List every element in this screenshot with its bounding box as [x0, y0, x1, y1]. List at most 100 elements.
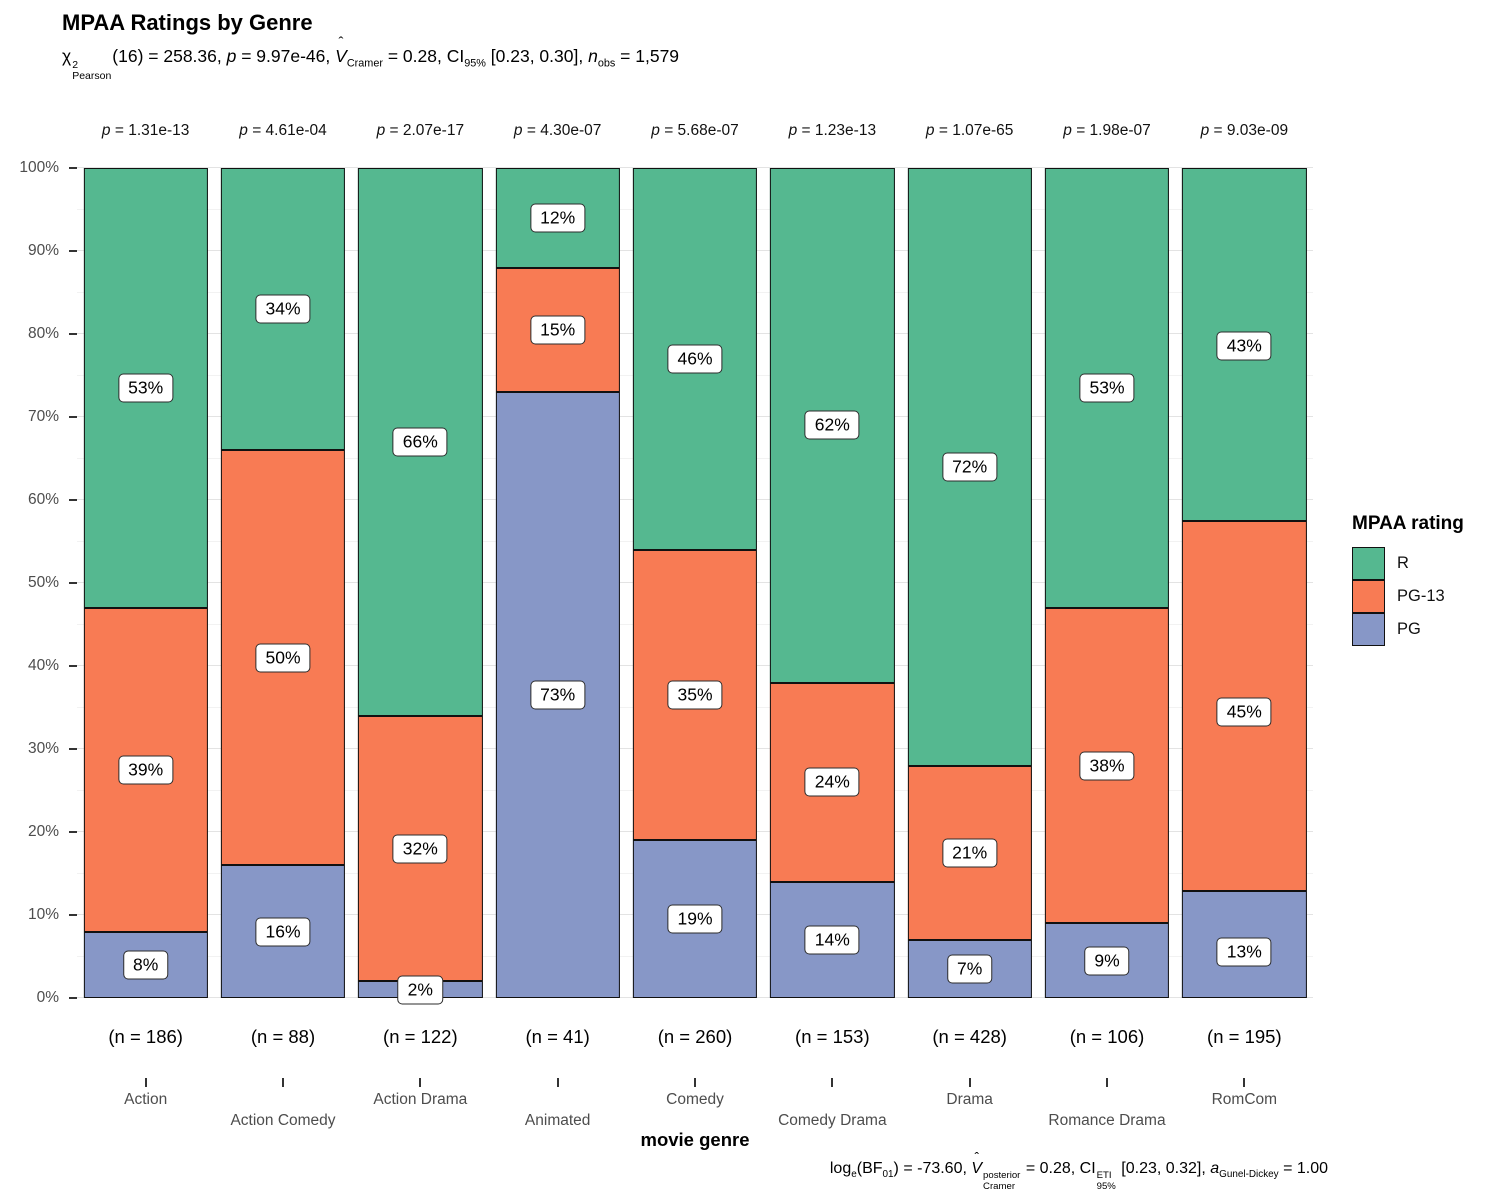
bar-segment-label: 35% [667, 680, 723, 710]
stat-subscript: 95% [1096, 1180, 1116, 1192]
stat-text: p [788, 122, 798, 139]
bar-stack [1044, 168, 1170, 998]
legend-key-r: R [1352, 547, 1464, 580]
legend-keys: R PG-13 PG [1352, 547, 1464, 646]
y-tick-mark [69, 250, 77, 252]
legend-key-label: PG [1397, 620, 1421, 638]
stat-text: p [239, 122, 248, 139]
stat-text: p [376, 122, 386, 139]
x-category-label: Romance Drama [1048, 1112, 1166, 1129]
bar-segment-label: 43% [1216, 331, 1272, 361]
x-tick-mark [1106, 1078, 1108, 1087]
legend-key-pg: PG [1352, 613, 1464, 646]
stat-subscript: Cramer [983, 1180, 1016, 1192]
y-tick-label: 70% [27, 408, 59, 425]
bar-segment-label: 14% [804, 925, 860, 955]
plot-panel: 53% 39% 8% 34% 50% 16% 66% 32% 2% 12% 15% 73% 46% 35%… [77, 167, 1313, 1005]
stat-subscript: Pearson [72, 70, 112, 83]
bar-segment-label: 15% [530, 315, 586, 345]
x-category-label: Comedy Drama [778, 1112, 887, 1129]
bar-romcom: 43% 45% 13% [1182, 168, 1307, 998]
p-value-label: p = 5.68e-07 [651, 122, 739, 139]
p-value-label: p = 4.30e-07 [513, 122, 602, 139]
bar-segment-label: 50% [255, 643, 311, 673]
stat-text: p [1063, 122, 1072, 139]
x-category-label: Action [124, 1091, 168, 1108]
stat-stack: posterior Cramer [983, 1171, 1020, 1192]
bar-stack [495, 168, 620, 998]
x-tick-mark [556, 1078, 559, 1087]
p-value-label: p = 1.31e-13 [101, 122, 190, 139]
stat-text: = 0.28, CI [1021, 1160, 1096, 1177]
bar-segment-label: 8% [123, 950, 169, 980]
p-value-label: p = 4.61e-04 [239, 122, 327, 139]
x-axis-ticks [77, 1078, 1313, 1087]
y-tick-mark [69, 665, 77, 667]
bar-stack [220, 168, 346, 998]
x-tick-mark [968, 1078, 971, 1087]
n-obs-label: (n = 428) [932, 1026, 1007, 1047]
y-tick-label: 100% [19, 159, 59, 176]
bar-stack [1182, 168, 1307, 998]
stat-subscript: 95% [464, 57, 486, 70]
bar-segment-label: 9% [1084, 946, 1130, 976]
p-value-label: p = 1.23e-13 [788, 122, 877, 139]
x-axis-category-labels: Action Action Comedy Action Drama Animated C… [77, 1091, 1313, 1137]
hat-accent-icon: ˆ [974, 1150, 979, 1166]
p-value-label: p = 9.03e-09 [1200, 122, 1289, 139]
y-tick-mark [69, 997, 77, 999]
y-tick-label: 90% [27, 242, 59, 259]
y-tick-mark [69, 748, 77, 750]
bar-segment-label: 32% [392, 834, 448, 864]
chart-title: MPAA Ratings by Genre [62, 10, 313, 35]
n-obs-label: (n = 195) [1207, 1026, 1282, 1047]
n-obs-label: (n = 106) [1069, 1026, 1145, 1047]
stat-subscript: Cramer [346, 57, 383, 70]
bar-comedy-drama: 62% 24% 14% [770, 168, 895, 998]
stat-text: a [1210, 1160, 1220, 1177]
stat-text: = 9.97e-46, [236, 46, 336, 66]
bar-segment-label: 2% [397, 975, 443, 1005]
legend-swatch-icon [1352, 547, 1385, 580]
bar-segment-label: 34% [255, 294, 311, 324]
n-obs-label: (n = 186) [108, 1026, 183, 1047]
legend-title: MPAA rating [1352, 513, 1464, 534]
bar-segment-label: 46% [667, 344, 723, 374]
bar-segment-label: 19% [667, 904, 723, 934]
bar-segment-label: 73% [530, 680, 586, 710]
y-tick-mark [69, 914, 77, 916]
stat-stack: ETI 95% [1097, 1171, 1116, 1192]
bar-segment-r [907, 168, 1032, 766]
stat-text: p [925, 122, 935, 139]
legend-swatch-icon [1352, 613, 1385, 646]
stat-superscript: 2 [72, 58, 79, 71]
x-category-label: Action Drama [373, 1091, 468, 1108]
legend-key-label: R [1397, 554, 1409, 572]
bar-segment-label: 45% [1216, 697, 1272, 727]
bar-comedy: 46% 35% 19% [632, 168, 758, 998]
legend: MPAA rating R PG-13 PG [1352, 513, 1464, 646]
legend-key-pg-13: PG-13 [1352, 580, 1464, 613]
y-tick-mark [69, 333, 77, 335]
x-category-label: Comedy [666, 1091, 724, 1108]
x-tick-mark [419, 1078, 422, 1087]
y-tick-label: 60% [27, 491, 59, 508]
stat-text: p [101, 122, 111, 139]
y-axis: 0% 10% 20% 30% 40% 50% 60% 70% 80% 90% 100% [0, 159, 77, 1006]
p-value-label: p = 2.07e-17 [376, 122, 465, 139]
bar-segment-label: 62% [804, 410, 860, 440]
bar-segment-label: 16% [255, 917, 311, 947]
bar-segment-label: 39% [118, 755, 174, 785]
y-tick-mark [69, 499, 77, 501]
n-label-row: (n = 186) (n = 88) (n = 122) (n = 41) (n = 2… [77, 1026, 1313, 1050]
x-axis-title: movie genre [640, 1129, 750, 1150]
bar-segment-label: 12% [530, 203, 586, 233]
bar-stack [770, 168, 895, 998]
y-tick-label: 0% [36, 989, 59, 1006]
legend-key-label: PG-13 [1397, 587, 1445, 605]
